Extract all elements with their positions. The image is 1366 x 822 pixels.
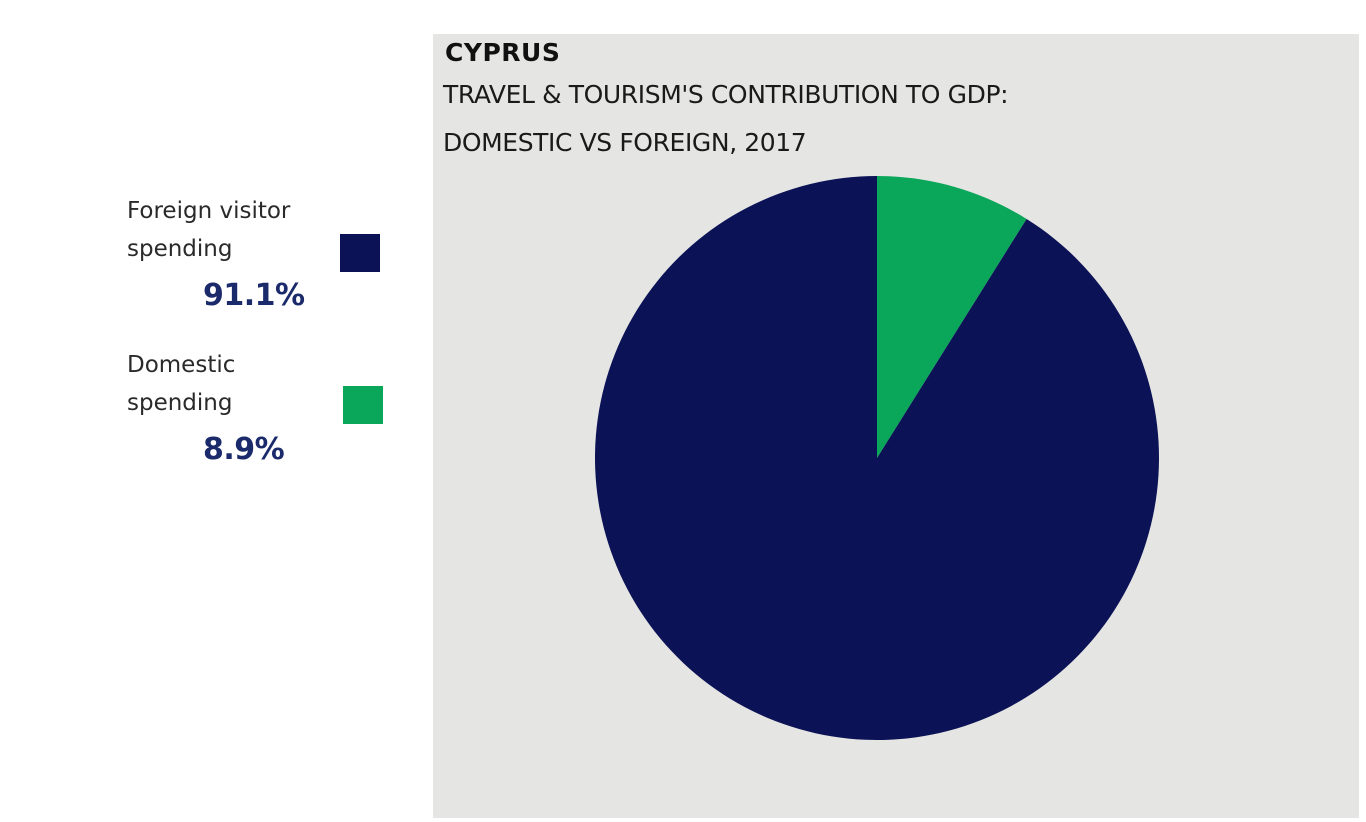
- legend-value-domestic: 8.9%: [203, 432, 285, 467]
- chart-country-title: CYPRUS: [445, 38, 561, 67]
- legend-value-foreign: 91.1%: [203, 278, 305, 313]
- chart-title-line-2: DOMESTIC VS FOREIGN, 2017: [443, 128, 807, 157]
- pie-slice-foreign: [594, 176, 1159, 740]
- legend-swatch-foreign: [340, 234, 380, 272]
- legend-label-foreign-line2: spending: [127, 236, 233, 262]
- legend-label-foreign: Foreign visitor spending: [127, 192, 290, 268]
- legend-label-domestic: Domestic spending: [127, 346, 235, 422]
- chart-title-line-1: TRAVEL & TOURISM'S CONTRIBUTION TO GDP:: [443, 80, 1009, 109]
- legend-label-domestic-line2: spending: [127, 390, 233, 416]
- legend-swatch-domestic: [343, 386, 383, 424]
- pie-slice-domestic: [877, 176, 1027, 458]
- legend-label-domestic-line1: Domestic: [127, 352, 236, 378]
- legend-label-foreign-line1: Foreign visitor: [127, 198, 291, 224]
